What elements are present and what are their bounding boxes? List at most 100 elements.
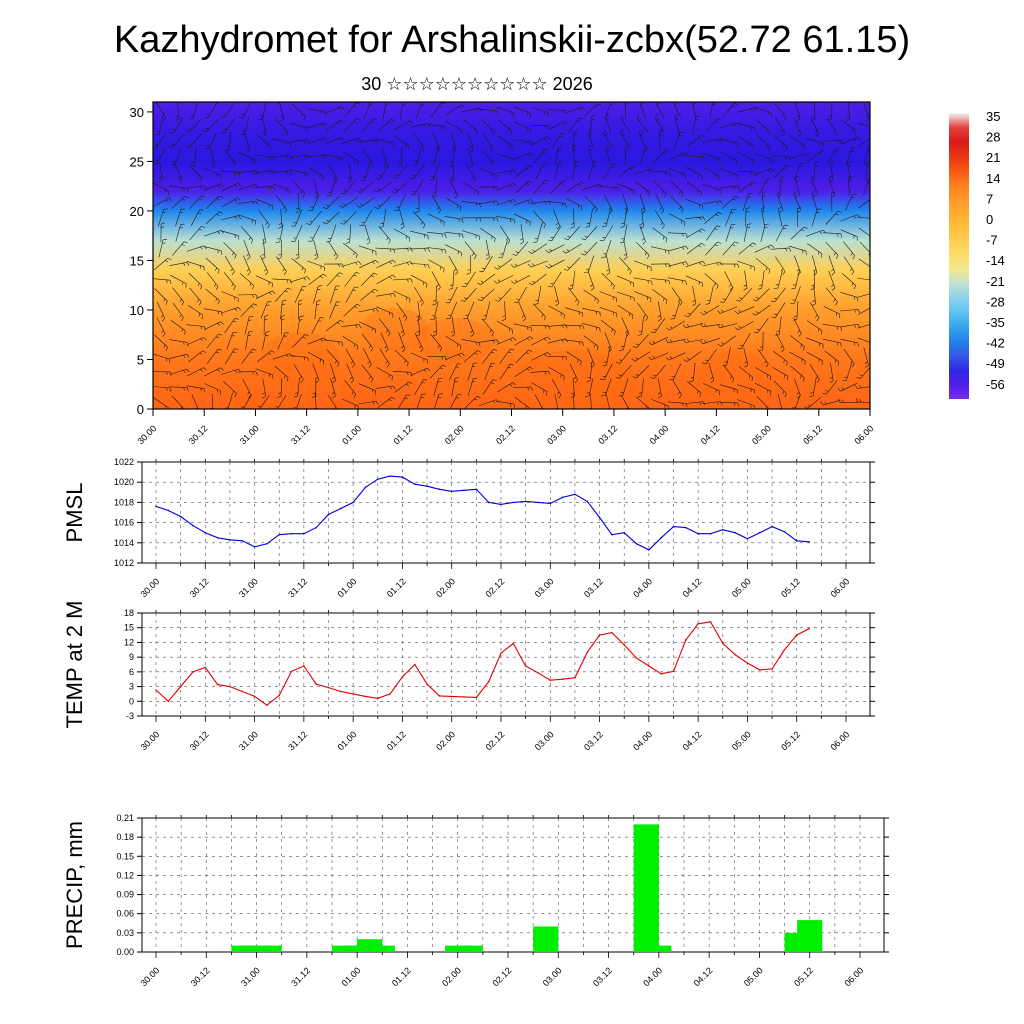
data-point-31 xyxy=(537,672,539,674)
data-point-31 xyxy=(537,501,539,504)
series-line xyxy=(155,475,810,551)
colorbar-label-9: -28 xyxy=(986,294,1005,309)
cross-section-panel: 0 5 10 15 20 25 30 30.00 30.12 31.00 31.12 01.00 01.… xyxy=(130,101,875,446)
xtick-label-13: 05.12 xyxy=(779,576,802,599)
data-point-34 xyxy=(574,676,576,679)
minor-ticks xyxy=(155,459,847,569)
data-point-5 xyxy=(216,536,219,539)
xtick-label-7: 02.12 xyxy=(483,576,506,599)
y-axis-label: TEMP at 2 M xyxy=(62,601,87,729)
data-point-45 xyxy=(709,532,712,535)
ytick-label-2: 3 xyxy=(129,682,134,692)
data-point-39 xyxy=(635,543,638,545)
ytick-label-6: 0.18 xyxy=(116,832,134,842)
data-point-37 xyxy=(611,533,613,536)
data-point-6 xyxy=(229,685,231,688)
data-point-36 xyxy=(598,634,601,636)
data-point-46 xyxy=(721,642,724,645)
data-point-51 xyxy=(783,530,786,533)
data-point-6 xyxy=(229,538,231,541)
precip-bar-3 xyxy=(332,945,358,952)
warm-core-4 xyxy=(415,318,495,362)
xtick-label-8: 03.00 xyxy=(541,965,564,988)
data-point-19 xyxy=(389,475,391,477)
data-point-35 xyxy=(586,500,589,503)
data-point-10 xyxy=(278,533,281,536)
panel-frame xyxy=(141,817,885,953)
precip-bar-1 xyxy=(244,945,270,952)
xtick-label-8: 03.00 xyxy=(533,576,556,599)
data-point-9 xyxy=(266,704,268,707)
data-point-49 xyxy=(758,531,761,534)
colorbar: 35 28 21 14 7 0 -7 -14 -21 -28 -35 -42 -49 -56 xyxy=(949,109,1005,399)
data-point-50 xyxy=(771,668,773,670)
data-point-0 xyxy=(155,505,157,508)
xtick-label-2: 31.00 xyxy=(237,576,260,599)
data-point-20 xyxy=(401,675,404,678)
data-point-16 xyxy=(352,693,354,695)
data-point-44 xyxy=(697,622,699,625)
colorbar-label-10: -35 xyxy=(986,315,1005,330)
data-point-36 xyxy=(598,516,601,519)
ytick-label-0: 1012 xyxy=(114,558,134,568)
data-point-4 xyxy=(204,531,207,534)
data-point-29 xyxy=(512,501,515,504)
cs-xtick-label-8: 03.00 xyxy=(545,423,568,446)
xtick-label-11: 04.12 xyxy=(692,965,715,988)
colorbar-label-7: -14 xyxy=(986,253,1005,268)
ytick-label-1: 1014 xyxy=(114,538,134,548)
data-point-14 xyxy=(327,513,330,516)
data-point-18 xyxy=(376,478,379,480)
cs-ytick-label-3: 15 xyxy=(130,253,144,268)
data-point-49 xyxy=(758,669,761,671)
data-point-13 xyxy=(315,683,317,685)
colorbar-label-0: 35 xyxy=(986,109,1000,124)
cs-xtick-label-1: 30.12 xyxy=(187,423,210,446)
cs-xtick-label-12: 05.00 xyxy=(750,423,773,446)
xtick-label-14: 06.00 xyxy=(828,576,851,599)
panel-frame xyxy=(141,461,871,564)
grid-lines xyxy=(142,818,884,952)
xtick-label-6: 02.00 xyxy=(434,729,457,752)
ytick-label-2: 1016 xyxy=(114,518,134,528)
cs-xtick-label-2: 31.00 xyxy=(238,423,261,446)
data-point-38 xyxy=(623,644,626,646)
precip-panel: 0.00 0.03 0.06 0.09 0.12 0.15 0.18 0.21 30.00 30.… xyxy=(62,813,889,988)
grid-lines xyxy=(142,613,870,716)
data-point-22 xyxy=(426,485,428,488)
colorbar-label-1: 28 xyxy=(986,130,1000,145)
data-point-2 xyxy=(179,685,182,688)
data-point-21 xyxy=(413,663,416,666)
data-point-14 xyxy=(327,686,330,689)
colorbar-label-12: -49 xyxy=(986,356,1005,371)
xtick-label-1: 30.12 xyxy=(188,729,211,752)
ytick-label-3: 6 xyxy=(129,667,134,677)
data-point-45 xyxy=(709,621,712,623)
wind-barbs xyxy=(153,102,870,409)
ytick-label-0: -3 xyxy=(126,711,134,721)
data-point-23 xyxy=(438,488,441,491)
data-point-24 xyxy=(450,490,453,493)
xtick-label-12: 05.00 xyxy=(730,729,753,752)
series-line xyxy=(155,621,810,706)
xtick-label-1: 30.12 xyxy=(189,965,212,988)
data-point-38 xyxy=(623,531,626,534)
ytick-label-4: 1020 xyxy=(114,477,134,487)
data-point-32 xyxy=(549,502,552,505)
xtick-label-14: 06.00 xyxy=(828,729,851,752)
data-point-43 xyxy=(685,639,687,641)
chart-subtitle: 30 ☆☆☆☆☆☆☆☆☆☆ 2026 xyxy=(361,74,593,94)
colorbar-label-2: 21 xyxy=(986,150,1000,165)
data-point-27 xyxy=(487,501,490,504)
data-point-16 xyxy=(352,501,354,504)
data-point-28 xyxy=(500,652,502,655)
data-point-4 xyxy=(204,666,207,669)
cs-xtick-label-7: 02.12 xyxy=(494,423,517,446)
warm-core-0 xyxy=(260,332,340,388)
colorbar-label-13: -56 xyxy=(986,377,1005,392)
data-point-53 xyxy=(808,540,810,543)
data-point-26 xyxy=(475,696,478,699)
pmsl-panel: 1012 1014 1016 1018 1020 1022 30.00 30.12 31.00 3… xyxy=(62,457,875,599)
xtick-label-6: 02.00 xyxy=(440,965,463,988)
xtick-label-13: 05.12 xyxy=(779,729,802,752)
